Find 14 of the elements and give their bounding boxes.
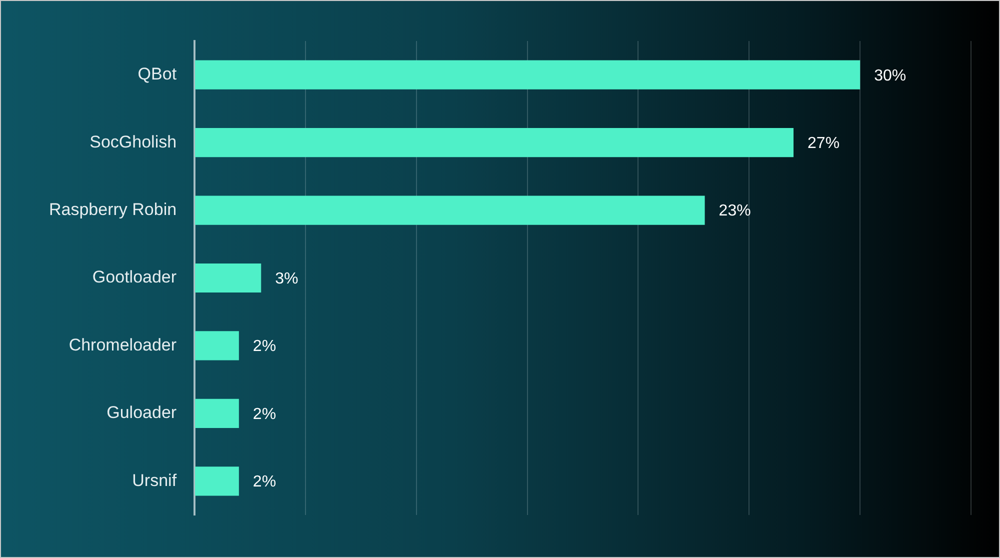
data-label: 30% <box>874 67 906 84</box>
data-label: 2% <box>252 338 276 356</box>
data-label: 2% <box>252 474 276 491</box>
y-tick-label: Chromeloader <box>68 335 177 354</box>
y-tick-label: Gootloader <box>92 268 177 287</box>
data-label: 3% <box>275 270 298 288</box>
y-tick-label: QBot <box>138 64 177 84</box>
data-label: 27% <box>808 134 840 152</box>
data-label: 23% <box>718 202 751 220</box>
y-tick-label: Ursnif <box>132 470 177 490</box>
y-tick-label: Guloader <box>106 403 177 422</box>
data-label: 2% <box>252 406 276 423</box>
y-tick-label: Raspberry Robin <box>48 200 177 219</box>
y-tick-label: SocGholish <box>90 132 177 152</box>
